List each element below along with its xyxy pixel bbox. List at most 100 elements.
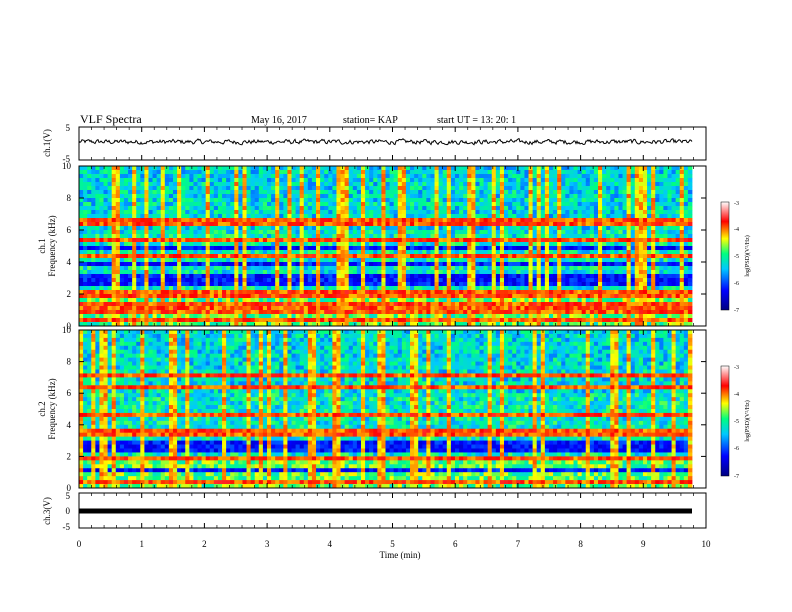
spectrogram-cell — [140, 206, 145, 211]
spectrogram-cell — [266, 278, 272, 283]
spectrogram-cell — [569, 278, 574, 283]
spectrogram-cell — [181, 182, 186, 187]
spectrogram-cell — [610, 234, 615, 239]
spectrogram-cell — [606, 210, 611, 215]
spectrogram-cell — [397, 266, 403, 271]
spectrogram-cell — [262, 194, 268, 199]
spectrogram-cell — [205, 250, 211, 255]
spectrogram-cell — [324, 282, 329, 287]
spectrogram-cell — [528, 182, 534, 187]
spectrogram-cell — [360, 238, 366, 243]
spectrogram-cell — [569, 238, 574, 243]
spectrogram-cell — [340, 182, 346, 187]
spectrogram-cell — [589, 286, 595, 291]
spectrogram-cell — [271, 286, 276, 291]
spectrogram-cell — [454, 274, 460, 279]
spectrogram-cell — [271, 246, 276, 251]
spectrogram-cell — [585, 178, 591, 183]
spectrogram-cell — [311, 230, 317, 235]
spectrogram-cell — [168, 282, 174, 287]
spectrogram-cell — [156, 234, 162, 239]
spectrogram-cell — [275, 210, 280, 215]
spectrogram-cell — [634, 166, 640, 171]
spectrogram-cell — [459, 202, 464, 207]
spectrogram-cell — [504, 266, 509, 271]
spectrogram-cell — [475, 226, 480, 231]
spectrogram-cell — [450, 250, 456, 255]
spectrogram-cell — [410, 182, 415, 187]
spectrogram-cell — [687, 246, 693, 251]
spectrogram-cell — [593, 258, 599, 263]
spectrogram-cell — [365, 242, 370, 247]
start-time-label: start UT = 13: 20: 1 — [437, 115, 516, 126]
spectrogram-cell — [463, 270, 468, 275]
spectrogram-cell — [418, 194, 423, 199]
spectrogram-cell — [687, 210, 693, 215]
spectrogram-cell — [217, 174, 223, 179]
spectrogram-cell — [291, 206, 296, 211]
spectrogram-cell — [557, 286, 562, 291]
spectrogram-cell — [483, 246, 489, 251]
spectrogram-cell — [569, 254, 574, 259]
spectrogram-cell — [320, 174, 325, 179]
spectrogram-cell — [352, 238, 358, 243]
spectrogram-cell — [168, 190, 174, 195]
spectrogram-cell — [164, 222, 170, 227]
spectrogram-cell — [132, 238, 137, 243]
spectrogram-cell — [508, 274, 513, 279]
spectrogram-cell — [352, 174, 358, 179]
spectrogram-cell — [397, 226, 403, 231]
spectrogram-cell — [181, 258, 186, 263]
spectrogram-cell — [651, 242, 656, 247]
spectrogram-cell — [499, 186, 505, 191]
spectrogram-cell — [185, 214, 190, 219]
spectrogram-cell — [189, 286, 194, 291]
spectrogram-cell — [144, 230, 149, 235]
spectrogram-cell — [553, 214, 558, 219]
spectrogram-cell — [557, 254, 562, 259]
spectrogram-cell — [426, 218, 431, 223]
spectrogram-cell — [393, 278, 399, 283]
spectrogram-cell — [254, 250, 260, 255]
spectrogram-cell — [181, 186, 186, 191]
spectrogram-cell — [197, 214, 202, 219]
spectrogram-cell — [414, 222, 419, 227]
spectrogram-cell — [610, 214, 615, 219]
spectrogram-cell — [242, 230, 247, 235]
spectrogram-cell — [283, 238, 288, 243]
spectrogram-cell — [132, 178, 137, 183]
spectrogram-cell — [324, 242, 329, 247]
spectrogram-cell — [356, 218, 362, 223]
spectrogram-cell — [230, 194, 235, 199]
spectrogram-cell — [540, 286, 546, 291]
spectrogram-cell — [414, 182, 419, 187]
spectrogram-cell — [136, 294, 141, 299]
spectrogram-cell — [144, 266, 149, 271]
spectrogram-cell — [332, 166, 337, 171]
spectrogram-cell — [87, 246, 92, 251]
spectrogram-cell — [659, 182, 664, 187]
spectrogram-cell — [593, 218, 599, 223]
spectrogram-cell — [450, 238, 456, 243]
spectrogram-cell — [385, 250, 390, 255]
spectrogram-cell — [504, 226, 509, 231]
spectrogram-cell — [311, 266, 317, 271]
spectrogram-cell — [401, 262, 407, 267]
spectrogram-cell — [238, 202, 243, 207]
spectrogram-cell — [471, 226, 476, 231]
spectrogram-cell — [585, 210, 591, 215]
spectrogram-cell — [164, 182, 170, 187]
spectrogram-cell — [467, 294, 472, 299]
spectrogram-cell — [557, 282, 562, 287]
spectrogram-cell — [160, 218, 166, 223]
spectrogram-cell — [295, 246, 301, 251]
spectrogram-cell — [393, 214, 399, 219]
spectrogram-cell — [454, 190, 460, 195]
spectrogram-cell — [369, 242, 374, 247]
spectrogram-cell — [659, 218, 664, 223]
spectrogram-cell — [577, 222, 583, 227]
spectrogram-cell — [544, 222, 550, 227]
spectrogram-cell — [299, 270, 305, 275]
spectrogram-cell — [226, 186, 231, 191]
spectrogram-cell — [324, 190, 329, 195]
